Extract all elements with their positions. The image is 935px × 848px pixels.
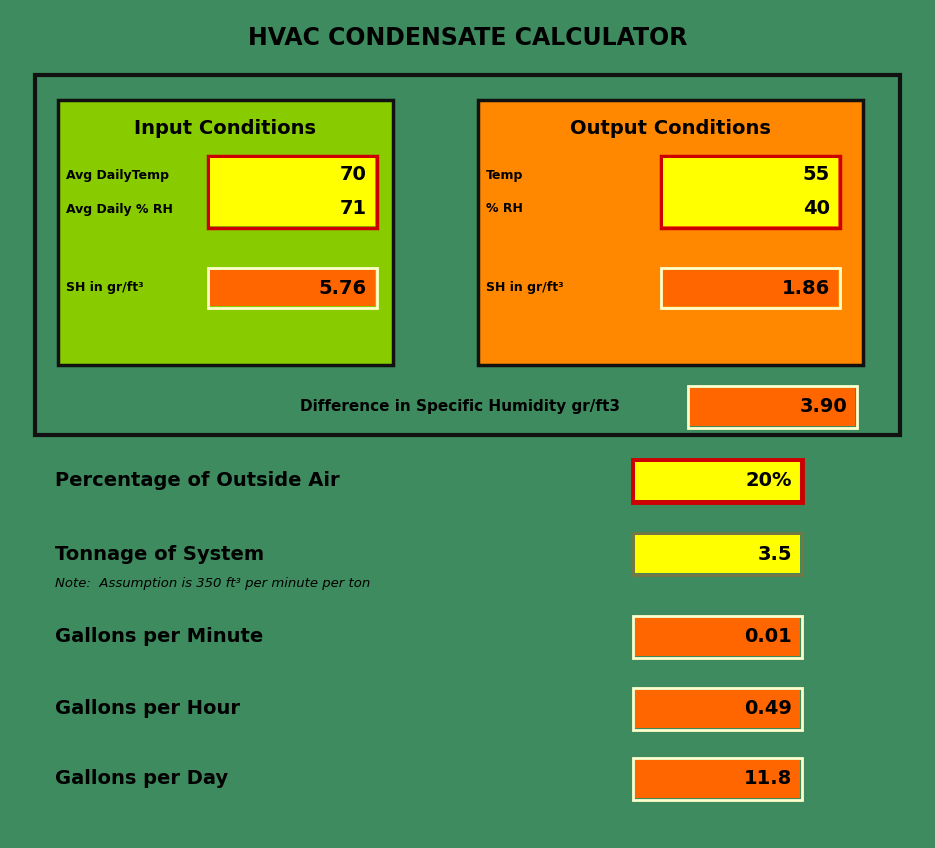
FancyBboxPatch shape (635, 760, 800, 798)
FancyBboxPatch shape (210, 192, 375, 226)
Text: SH in gr/ft³: SH in gr/ft³ (486, 282, 564, 294)
Text: Percentage of Outside Air: Percentage of Outside Air (55, 471, 339, 490)
FancyBboxPatch shape (663, 192, 838, 226)
FancyBboxPatch shape (210, 158, 375, 192)
Text: 20%: 20% (745, 471, 792, 490)
Text: 40: 40 (803, 199, 830, 219)
Text: Gallons per Hour: Gallons per Hour (55, 700, 240, 718)
Text: 70: 70 (340, 165, 367, 185)
Text: % RH: % RH (486, 203, 523, 215)
FancyBboxPatch shape (635, 462, 800, 500)
Text: 1.86: 1.86 (782, 278, 830, 298)
Text: 55: 55 (803, 165, 830, 185)
Text: Temp: Temp (486, 169, 524, 181)
FancyBboxPatch shape (663, 158, 838, 192)
Text: Gallons per Minute: Gallons per Minute (55, 628, 264, 646)
Text: SH in gr/ft³: SH in gr/ft³ (66, 282, 144, 294)
FancyBboxPatch shape (635, 618, 800, 656)
FancyBboxPatch shape (635, 535, 800, 573)
Text: 3.90: 3.90 (799, 398, 847, 416)
Text: Difference in Specific Humidity gr/ft3: Difference in Specific Humidity gr/ft3 (300, 399, 620, 415)
FancyBboxPatch shape (478, 100, 863, 365)
FancyBboxPatch shape (635, 690, 800, 728)
Text: Gallons per Day: Gallons per Day (55, 769, 228, 789)
Text: Avg DailyTemp: Avg DailyTemp (66, 169, 169, 181)
Text: Output Conditions: Output Conditions (570, 119, 771, 137)
Text: 5.76: 5.76 (319, 278, 367, 298)
FancyBboxPatch shape (210, 270, 375, 306)
Text: Input Conditions: Input Conditions (135, 119, 317, 137)
FancyBboxPatch shape (663, 270, 838, 306)
FancyBboxPatch shape (58, 100, 393, 365)
Text: Tonnage of System: Tonnage of System (55, 544, 264, 564)
Text: 71: 71 (340, 199, 367, 219)
Text: 0.01: 0.01 (744, 628, 792, 646)
Text: Avg Daily % RH: Avg Daily % RH (66, 203, 173, 215)
Text: Note:  Assumption is 350 ft³ per minute per ton: Note: Assumption is 350 ft³ per minute p… (55, 577, 370, 590)
Text: 0.49: 0.49 (744, 700, 792, 718)
FancyBboxPatch shape (690, 388, 855, 426)
Text: 3.5: 3.5 (757, 544, 792, 564)
Text: HVAC CONDENSATE CALCULATOR: HVAC CONDENSATE CALCULATOR (248, 26, 687, 50)
Text: 11.8: 11.8 (743, 769, 792, 789)
